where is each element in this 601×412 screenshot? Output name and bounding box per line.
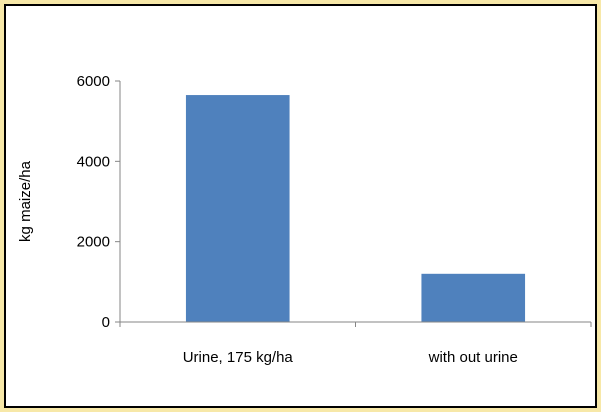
y-tick-label: 0	[102, 314, 110, 331]
y-tick-label: 2000	[77, 234, 110, 251]
bar-chart: 0 2000 4000 6000 Urine, 175 kg/ha with out u…	[17, 73, 592, 366]
x-category-label: with out urine	[428, 349, 518, 366]
y-tick-label: 6000	[77, 73, 110, 90]
bar-2	[421, 273, 526, 322]
y-tick-label: 4000	[77, 153, 110, 170]
y-axis-title: kg maize/ha	[17, 160, 34, 242]
x-category-label: Urine, 175 kg/ha	[183, 349, 294, 366]
axes	[119, 81, 592, 327]
chart-frame: 0 2000 4000 6000 Urine, 175 kg/ha with out u…	[4, 4, 597, 408]
x-axis-labels: Urine, 175 kg/ha with out urine	[183, 349, 518, 366]
bars	[185, 95, 526, 322]
y-axis-ticks: 0 2000 4000 6000	[77, 73, 120, 331]
bar-1	[185, 95, 290, 322]
